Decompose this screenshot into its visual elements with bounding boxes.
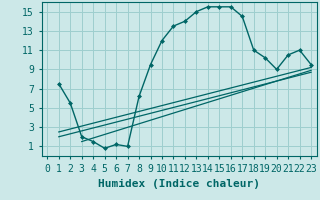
X-axis label: Humidex (Indice chaleur): Humidex (Indice chaleur) [98, 179, 260, 189]
